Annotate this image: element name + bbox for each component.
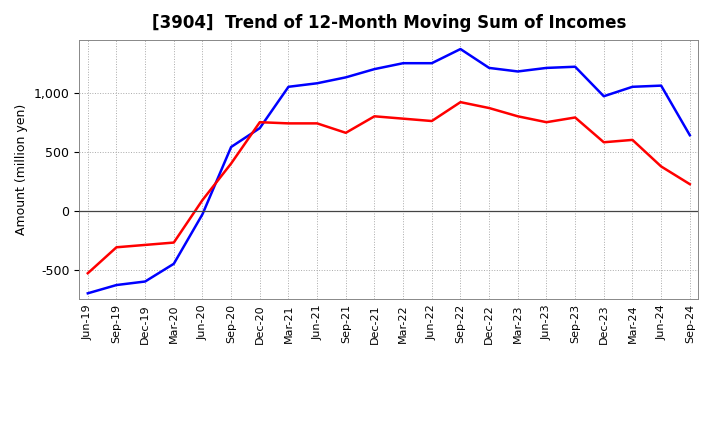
Ordinary Income: [542, 65, 551, 70]
Ordinary Income: [571, 64, 580, 70]
Ordinary Income: [112, 282, 121, 288]
Title: [3904]  Trend of 12-Month Moving Sum of Incomes: [3904] Trend of 12-Month Moving Sum of I…: [152, 15, 626, 33]
Net Income: [84, 271, 92, 276]
Net Income: [256, 120, 264, 125]
Ordinary Income: [600, 94, 608, 99]
Net Income: [657, 164, 665, 169]
Ordinary Income: [284, 84, 293, 89]
Net Income: [685, 182, 694, 187]
Net Income: [571, 115, 580, 120]
Net Income: [399, 116, 408, 121]
Net Income: [600, 139, 608, 145]
Ordinary Income: [169, 261, 178, 267]
Ordinary Income: [399, 61, 408, 66]
Net Income: [312, 121, 321, 126]
Net Income: [485, 106, 493, 111]
Y-axis label: Amount (million yen): Amount (million yen): [15, 104, 28, 235]
Net Income: [341, 130, 350, 136]
Net Income: [628, 137, 636, 143]
Ordinary Income: [256, 125, 264, 131]
Ordinary Income: [685, 132, 694, 138]
Ordinary Income: [370, 66, 379, 72]
Ordinary Income: [227, 144, 235, 150]
Net Income: [513, 114, 522, 119]
Ordinary Income: [312, 81, 321, 86]
Ordinary Income: [513, 69, 522, 74]
Net Income: [456, 99, 465, 105]
Net Income: [112, 245, 121, 250]
Ordinary Income: [141, 279, 150, 284]
Net Income: [284, 121, 293, 126]
Ordinary Income: [485, 65, 493, 70]
Ordinary Income: [628, 84, 636, 89]
Ordinary Income: [198, 212, 207, 217]
Line: Net Income: Net Income: [88, 102, 690, 273]
Net Income: [542, 120, 551, 125]
Net Income: [198, 198, 207, 203]
Net Income: [169, 240, 178, 245]
Ordinary Income: [657, 83, 665, 88]
Net Income: [370, 114, 379, 119]
Net Income: [428, 118, 436, 124]
Ordinary Income: [428, 61, 436, 66]
Ordinary Income: [456, 46, 465, 51]
Line: Ordinary Income: Ordinary Income: [88, 49, 690, 293]
Ordinary Income: [341, 75, 350, 80]
Net Income: [141, 242, 150, 248]
Net Income: [227, 161, 235, 166]
Ordinary Income: [84, 291, 92, 296]
